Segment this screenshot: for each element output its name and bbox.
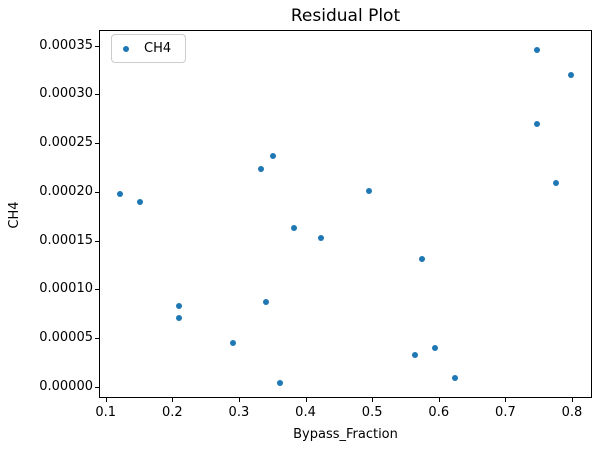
x-tick-label: 0.1 (95, 405, 116, 420)
y-tick-label: 0.00020 (39, 183, 93, 199)
y-tick-label: 0.00000 (39, 378, 93, 394)
y-tick-mark (95, 94, 99, 96)
x-tick-mark (305, 398, 307, 402)
legend-label: CH4 (144, 41, 172, 56)
data-point (533, 47, 540, 54)
x-tick-mark (372, 398, 374, 402)
data-point (533, 120, 540, 127)
x-tick-label: 0.5 (361, 405, 383, 420)
data-point (567, 71, 574, 78)
x-tick-mark (172, 398, 174, 402)
x-tick-label: 0.3 (228, 405, 250, 420)
y-tick-mark (95, 386, 99, 388)
data-point (116, 190, 123, 197)
data-point (175, 314, 182, 321)
y-tick-mark (95, 45, 99, 47)
x-tick-label: 0.8 (561, 405, 583, 420)
chart-title: Residual Plot (290, 6, 401, 26)
data-point (269, 152, 276, 159)
data-point (412, 351, 419, 358)
data-point (136, 198, 143, 205)
data-point (317, 234, 324, 241)
x-tick-mark (572, 398, 573, 402)
data-point (366, 187, 373, 194)
y-tick-mark (95, 143, 99, 145)
y-tick-label: 0.00010 (39, 281, 93, 297)
x-tick-mark (105, 398, 107, 402)
data-point (263, 298, 270, 305)
y-tick-mark (95, 191, 99, 193)
data-point (431, 344, 438, 351)
x-tick-label: 0.6 (428, 405, 450, 420)
legend-marker-icon (123, 45, 129, 52)
data-point (419, 256, 426, 263)
data-point (175, 302, 182, 309)
legend: CH4 (111, 34, 186, 63)
y-tick-label: 0.00015 (39, 232, 93, 248)
x-tick-label: 0.2 (161, 405, 183, 420)
x-tick-label: 0.4 (295, 405, 316, 420)
y-tick-mark (95, 337, 99, 339)
data-point (452, 374, 459, 381)
y-tick-label: 0.00030 (39, 86, 93, 102)
x-axis-label: Bypass_Fraction (293, 427, 398, 442)
y-tick-label: 0.00005 (39, 329, 93, 345)
x-tick-label: 0.7 (495, 405, 516, 420)
plot-area: CH4 (99, 30, 592, 398)
x-tick-mark (238, 398, 240, 402)
x-tick-mark (505, 398, 507, 402)
x-tick-mark (438, 398, 440, 402)
data-point (229, 339, 236, 346)
data-point (257, 166, 264, 173)
y-tick-label: 0.00025 (39, 135, 93, 151)
y-tick-mark (95, 240, 99, 242)
y-tick-label: 0.00035 (39, 37, 93, 53)
y-tick-mark (95, 289, 99, 291)
y-axis-label: CH4 (7, 201, 22, 229)
data-point (553, 180, 560, 186)
data-point (291, 224, 298, 231)
data-point (276, 379, 283, 386)
